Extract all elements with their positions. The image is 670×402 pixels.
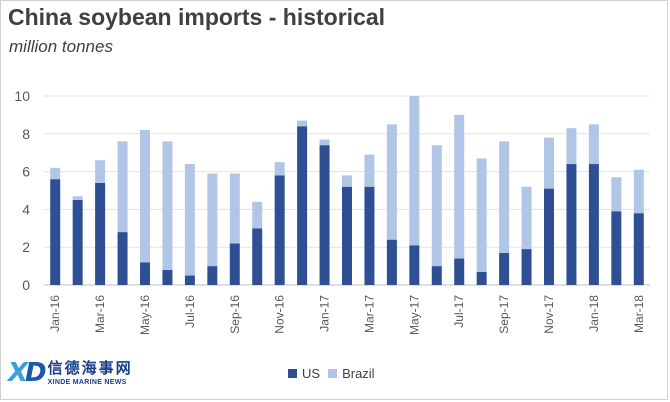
bar-brazil	[544, 137, 554, 189]
x-tick-label: Mar-18	[632, 295, 646, 333]
x-tick-label: Sep-16	[228, 295, 242, 334]
y-tick-label: 4	[22, 201, 30, 217]
legend-swatch-us	[288, 369, 297, 378]
x-tick-label: Mar-16	[93, 295, 107, 333]
bar-brazil	[364, 154, 375, 187]
legend-item-us: US	[288, 366, 320, 381]
bar-brazil	[162, 141, 173, 270]
y-tick-label: 0	[22, 277, 30, 293]
bar-brazil	[184, 164, 195, 276]
logo-mark-x: X	[8, 358, 28, 388]
bar-brazil	[95, 160, 106, 183]
y-tick-label: 6	[22, 164, 30, 180]
bar-brazil	[252, 201, 263, 229]
bar-us	[566, 164, 577, 285]
x-tick-label: May-16	[138, 295, 152, 335]
y-tick-label: 10	[14, 88, 30, 104]
chart-title: China soybean imports - historical	[8, 4, 386, 30]
bar-us	[431, 266, 442, 285]
bar-us	[162, 269, 173, 285]
legend: US Brazil	[288, 366, 375, 381]
x-tick-label: Jul-16	[183, 295, 197, 328]
bar-us	[72, 199, 83, 285]
x-tick-label: Jan-16	[48, 295, 62, 332]
x-tick-label: Jul-17	[452, 295, 466, 328]
bar-us	[117, 232, 128, 285]
bar-us	[499, 252, 510, 285]
bar-us	[454, 258, 465, 285]
bar-us	[342, 186, 352, 285]
bar-us	[544, 188, 554, 285]
logo-words: 信德海事网 XINDE MARINE NEWS	[48, 361, 133, 386]
bar-us	[521, 249, 532, 285]
bar-brazil	[633, 169, 644, 214]
x-tick-label: Sep-17	[497, 295, 511, 334]
bar-us	[297, 126, 308, 286]
bar-brazil	[476, 158, 487, 272]
bar-brazil	[274, 162, 285, 176]
chart-subtitle: million tonnes	[9, 37, 113, 56]
bar-brazil	[454, 114, 465, 259]
logo-chinese-name: 信德海事网	[47, 359, 133, 377]
bar-brazil	[386, 124, 397, 240]
logo-mark: XD	[8, 358, 47, 388]
bar-us	[184, 275, 195, 285]
bar-us	[476, 271, 487, 285]
legend-swatch-brazil	[328, 369, 338, 378]
x-tick-label: May-17	[407, 295, 421, 335]
bar-us	[386, 239, 397, 285]
legend-label-brazil: Brazil	[342, 366, 375, 381]
x-tick-label: Jan-18	[587, 295, 601, 332]
bar-us	[364, 186, 375, 285]
bar-brazil	[431, 145, 442, 267]
bar-us	[229, 243, 240, 285]
bar-brazil	[117, 141, 128, 233]
bar-us	[588, 164, 599, 285]
bar-brazil	[342, 175, 352, 187]
y-tick-label: 8	[22, 126, 30, 142]
bar-us	[319, 145, 330, 285]
bar-brazil	[319, 139, 330, 146]
bar-us	[274, 175, 285, 285]
bar-brazil	[409, 96, 420, 246]
logo-mark-d: D	[25, 358, 47, 388]
bar-brazil	[229, 173, 240, 244]
bar-us	[140, 262, 150, 285]
bar-brazil	[611, 177, 622, 212]
bar-us	[95, 182, 106, 285]
x-tick-label: Nov-16	[273, 295, 287, 334]
legend-item-brazil: Brazil	[328, 366, 375, 381]
bar-brazil	[499, 141, 510, 253]
bar-us	[207, 266, 218, 285]
bar-us	[409, 245, 420, 285]
bar-us	[611, 211, 622, 285]
bar-brazil	[72, 196, 83, 200]
logo-english-name: XINDE MARINE NEWS	[47, 378, 127, 386]
bar-us	[633, 213, 644, 285]
bar-brazil	[50, 167, 61, 180]
x-tick-label: Mar-17	[362, 295, 376, 333]
bar-brazil	[207, 173, 218, 267]
x-tick-label: Jan-17	[318, 295, 332, 332]
bar-brazil	[140, 130, 150, 263]
bar-brazil	[566, 128, 577, 165]
x-tick-label: Nov-17	[542, 295, 556, 334]
bar-brazil	[588, 124, 599, 165]
bar-us	[50, 179, 61, 285]
bar-brazil	[297, 120, 308, 127]
bar-us	[252, 228, 263, 285]
xinde-logo: XD 信德海事网 XINDE MARINE NEWS	[8, 360, 133, 386]
bar-brazil	[521, 186, 532, 250]
legend-label-us: US	[302, 366, 321, 381]
y-tick-label: 2	[22, 239, 30, 255]
